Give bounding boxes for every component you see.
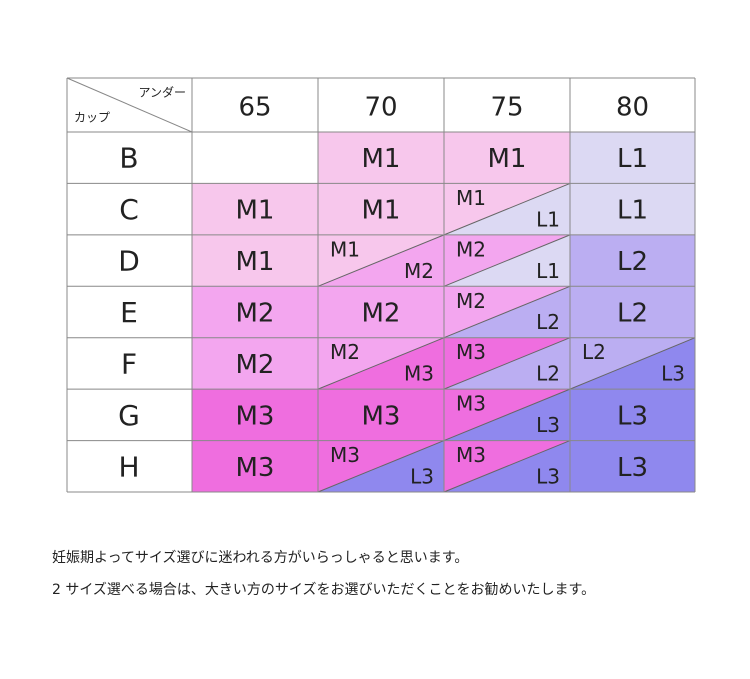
split-line <box>443 285 571 339</box>
size-cell <box>570 132 695 184</box>
size-label: M1 <box>362 196 401 226</box>
size-label: M1 <box>362 144 401 174</box>
size-label: L3 <box>617 453 648 483</box>
size-label: M1 <box>236 247 275 277</box>
size-label: M3 <box>236 453 275 483</box>
size-cell <box>192 234 318 287</box>
size-cell <box>192 337 318 390</box>
split-line <box>443 234 571 287</box>
cup-label: C <box>119 193 139 226</box>
size-label: L1 <box>617 144 648 174</box>
size-cell <box>192 389 318 441</box>
size-label: M3 <box>404 362 434 386</box>
size-cell <box>570 234 695 287</box>
size-label: L1 <box>536 259 560 283</box>
size-label: M2 <box>236 350 275 380</box>
size-label: L2 <box>617 299 648 329</box>
note: 妊娠期よってサイズ選びに迷われる方がいらっしゃると思います。 <box>52 550 468 566</box>
split-line <box>443 388 571 442</box>
size-label: L3 <box>410 465 434 489</box>
size-label: M2 <box>404 259 434 283</box>
column-label: 70 <box>364 93 397 123</box>
size-label: L3 <box>617 401 648 431</box>
split-line <box>317 234 445 287</box>
size-label: M1 <box>456 186 486 210</box>
size-label: M3 <box>456 392 486 416</box>
size-cell <box>318 183 444 235</box>
cup-label: F <box>121 347 137 380</box>
size-cell <box>570 389 695 441</box>
size-label: M2 <box>456 289 486 313</box>
size-cell <box>570 183 695 235</box>
split-line <box>569 337 696 390</box>
split-line <box>443 182 571 236</box>
cup-label: D <box>118 245 140 278</box>
size-label: L1 <box>536 207 560 231</box>
size-label: M3 <box>456 340 486 364</box>
size-label: L2 <box>536 310 560 334</box>
size-label: M2 <box>362 299 401 329</box>
split-line <box>443 337 571 390</box>
header-cup: カップ <box>74 111 110 125</box>
size-cell <box>444 132 570 184</box>
size-cell <box>192 183 318 235</box>
size-label: M1 <box>236 196 275 226</box>
size-cell <box>318 132 444 184</box>
size-label: L2 <box>617 247 648 277</box>
split-line <box>443 440 571 493</box>
size-label: L2 <box>536 362 560 386</box>
size-label: M2 <box>236 299 275 329</box>
size-label: M1 <box>330 237 360 261</box>
size-label: L3 <box>536 465 560 489</box>
column-label: 65 <box>238 93 271 123</box>
size-cell <box>570 286 695 338</box>
size-cell <box>192 440 318 492</box>
size-label: M3 <box>236 401 275 431</box>
column-label: 80 <box>616 93 649 123</box>
size-label: M1 <box>488 144 527 174</box>
size-cell <box>192 286 318 338</box>
size-cell <box>318 286 444 338</box>
header-diagonal <box>66 77 193 133</box>
cup-label: E <box>120 296 138 329</box>
size-label: M3 <box>330 443 360 467</box>
split-line <box>317 440 445 493</box>
cup-label: H <box>118 450 139 483</box>
size-cell <box>570 440 695 492</box>
size-label: L1 <box>617 196 648 226</box>
cup-label: B <box>119 142 138 175</box>
size-label: M2 <box>456 237 486 261</box>
size-label: L3 <box>536 413 560 437</box>
size-label: M3 <box>362 401 401 431</box>
size-label: L2 <box>582 340 606 364</box>
column-label: 75 <box>490 93 523 123</box>
cup-label: G <box>118 399 140 432</box>
size-cell <box>318 389 444 441</box>
header-under: アンダー <box>138 85 186 100</box>
size-label: L3 <box>661 362 685 386</box>
size-label: M3 <box>456 443 486 467</box>
split-line <box>317 337 445 390</box>
note: 2 サイズ選べる場合は、大きい方のサイズをお選びいただくことをお勧めいたします。 <box>52 581 595 598</box>
size-label: M2 <box>330 340 360 364</box>
